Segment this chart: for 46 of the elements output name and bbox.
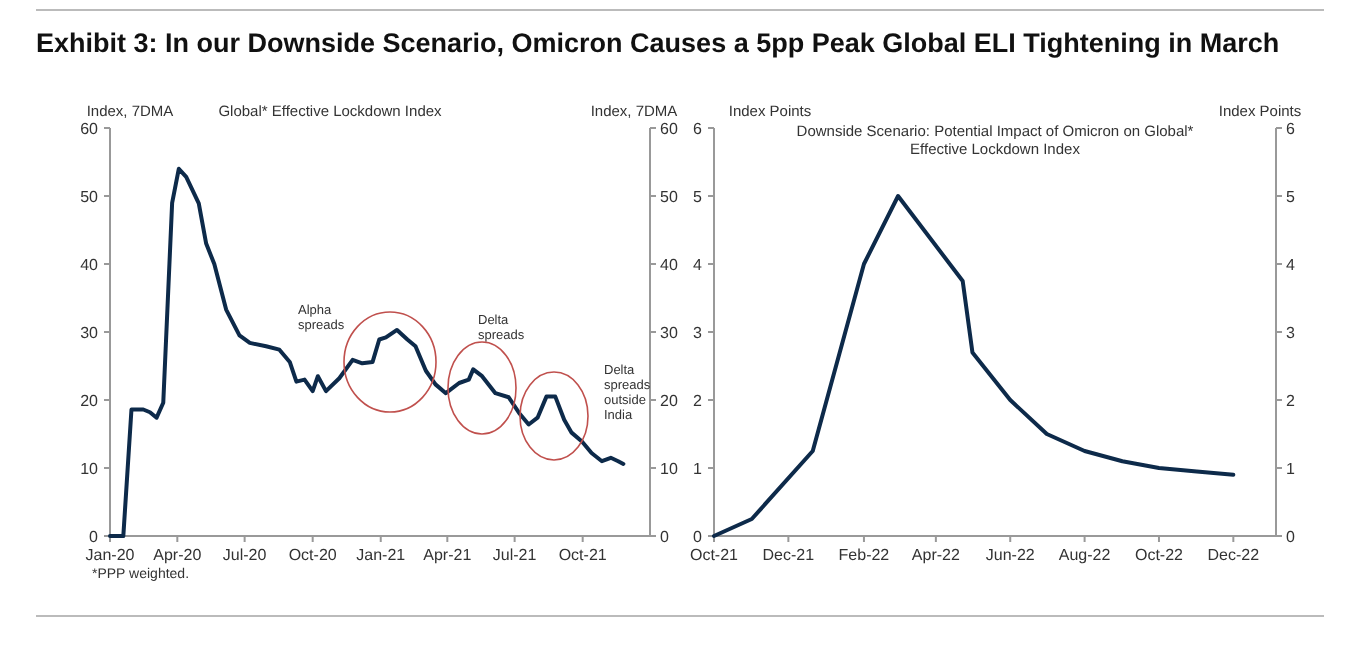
y2-tick-label: 2 — [1286, 392, 1296, 410]
x-tick-label: Oct-21 — [558, 546, 608, 564]
y2-tick-label: 6 — [1286, 120, 1296, 138]
y-tick-label: 20 — [80, 392, 100, 410]
x-tick-label: Jun-22 — [985, 546, 1036, 564]
chart-title: Exhibit 3: In our Downside Scenario, Omicron Causes a 5pp Peak Global ELI Tightening in March — [36, 28, 1280, 58]
y2-tick-label: 1 — [1286, 460, 1296, 478]
y-tick-label: 2 — [693, 392, 704, 410]
y-tick-label: 1 — [693, 460, 704, 478]
x-tick-label: Apr-20 — [153, 546, 203, 564]
x-tick-label: Apr-22 — [911, 546, 961, 564]
x-tick-label: Dec-21 — [762, 546, 816, 564]
y-tick-label: 4 — [693, 256, 704, 274]
y2-tick-label: 30 — [660, 324, 679, 342]
line-series — [712, 194, 1236, 538]
y-tick-label: 3 — [693, 324, 704, 342]
y-tick-label: 10 — [80, 460, 100, 478]
x-tick-label: Jul-21 — [492, 546, 538, 564]
y2-tick-label: 60 — [660, 120, 679, 138]
y2-tick-label: 3 — [1286, 324, 1296, 342]
x-tick-label: Oct-22 — [1134, 546, 1185, 564]
y2-tick-label: 10 — [660, 460, 679, 478]
y2-tick-label: 20 — [660, 392, 679, 410]
x-tick-label: Oct-21 — [689, 546, 740, 564]
x-tick-label: Aug-22 — [1058, 546, 1112, 564]
y-tick-label: 30 — [80, 324, 100, 342]
x-tick-label: Jan-21 — [356, 546, 407, 564]
y-tick-label: 50 — [80, 188, 100, 206]
x-tick-label: Jan-20 — [85, 546, 136, 564]
y-tick-label: 40 — [80, 256, 100, 274]
y-tick-label: 60 — [80, 120, 100, 138]
y2-tick-label: 40 — [660, 256, 679, 274]
y2-tick-label: 4 — [1286, 256, 1296, 274]
y-tick-label: 5 — [693, 188, 704, 206]
y2-tick-label: 0 — [1286, 528, 1296, 546]
x-tick-label: Dec-22 — [1207, 546, 1261, 564]
x-tick-label: Feb-22 — [838, 546, 891, 564]
y2-tick-label: 5 — [1286, 188, 1296, 206]
y-tick-label: 6 — [693, 120, 704, 138]
y-tick-label: 0 — [89, 528, 100, 546]
x-tick-label: Apr-21 — [423, 546, 473, 564]
y2-tick-label: 50 — [660, 188, 679, 206]
y-tick-label: 0 — [693, 528, 704, 546]
x-tick-label: Jul-20 — [222, 546, 268, 564]
y2-tick-label: 0 — [660, 528, 670, 546]
x-tick-label: Oct-20 — [288, 546, 338, 564]
